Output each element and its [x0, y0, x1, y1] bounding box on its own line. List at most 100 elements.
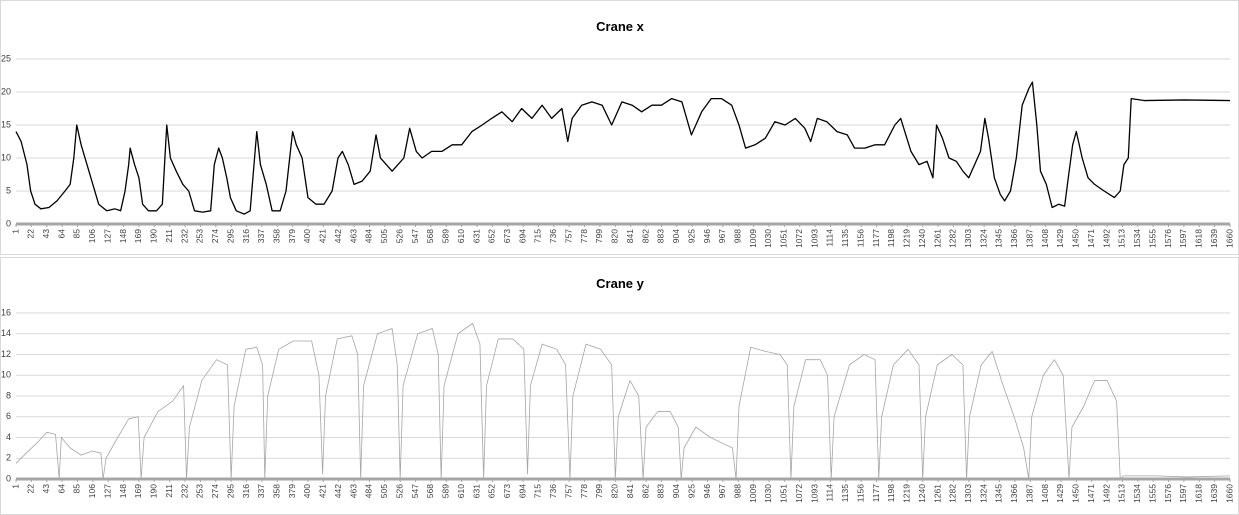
x-tick-label: 673: [502, 484, 512, 498]
x-tick-label: 1114: [825, 229, 835, 247]
x-tick-label: 1492: [1101, 484, 1111, 503]
x-tick-label: 148: [118, 229, 128, 243]
x-tick-label: 1576: [1163, 484, 1173, 503]
x-tick-label: 1324: [978, 229, 988, 248]
x-tick-label: 1009: [748, 229, 758, 248]
y-tick-label: 5: [6, 185, 11, 195]
x-tick-label: 946: [702, 484, 712, 498]
x-tick-label: 1114: [825, 484, 835, 502]
x-tick-label: 421: [318, 229, 328, 243]
x-tick-label: 1198: [886, 229, 896, 248]
x-tick-label: 127: [102, 229, 112, 243]
x-tick-label: 778: [579, 484, 589, 498]
x-tick-label: 1618: [1194, 229, 1204, 248]
x-tick-label: 715: [533, 484, 543, 498]
x-tick-label: 694: [517, 484, 527, 498]
x-tick-label: 232: [179, 229, 189, 243]
x-tick-label: 274: [210, 484, 220, 498]
x-tick-label: 1450: [1071, 229, 1081, 248]
x-tick-label: 1513: [1117, 229, 1127, 248]
y-tick-label: 4: [6, 432, 11, 442]
y-tick-label: 0: [6, 473, 11, 483]
x-tick-label: 295: [225, 229, 235, 243]
x-tick-label: 1597: [1178, 484, 1188, 503]
x-tick-label: 568: [425, 229, 435, 243]
x-tick-label: 64: [56, 229, 66, 239]
x-tick-label: 1576: [1163, 229, 1173, 248]
y-tick-label: 20: [1, 86, 11, 96]
x-tick-label: 568: [425, 484, 435, 498]
x-tick-label: 652: [487, 484, 497, 498]
x-tick-label: 841: [625, 484, 635, 498]
x-tick-label: 484: [364, 484, 374, 498]
x-tick-label: 1534: [1132, 229, 1142, 248]
x-tick-label: 1345: [994, 229, 1004, 248]
x-tick-label: 925: [686, 229, 696, 243]
x-tick-label: 610: [456, 229, 466, 243]
y-tick-label: 16: [1, 307, 11, 317]
x-tick-label: 1429: [1055, 229, 1065, 248]
x-tick-label: 988: [733, 484, 743, 498]
x-tick-label: 1660: [1224, 229, 1234, 248]
x-tick-label: 211: [164, 229, 174, 243]
x-tick-label: 190: [149, 484, 159, 498]
y-tick-label: 8: [6, 390, 11, 400]
x-tick-label: 1303: [963, 484, 973, 503]
x-tick-label: 673: [502, 229, 512, 243]
x-tick-label: 1303: [963, 229, 973, 248]
x-tick-label: 757: [563, 484, 573, 498]
x-tick-label: 1324: [978, 484, 988, 503]
x-tick-label: 526: [394, 229, 404, 243]
x-tick-label: 820: [610, 229, 620, 243]
x-tick-label: 1282: [948, 229, 958, 248]
x-tick-label: 316: [241, 229, 251, 243]
x-tick-label: 1219: [902, 229, 912, 248]
x-tick-label: 190: [149, 229, 159, 243]
y-tick-label: 15: [1, 119, 11, 129]
x-tick-label: 799: [594, 229, 604, 243]
x-tick-label: 1534: [1132, 484, 1142, 503]
x-tick-label: 904: [671, 484, 681, 498]
x-tick-label: 988: [733, 229, 743, 243]
chart-title: Crane y: [596, 276, 644, 291]
chart-title: Crane x: [596, 19, 644, 34]
x-tick-label: 547: [410, 229, 420, 243]
x-tick-label: 1408: [1040, 484, 1050, 503]
chart-panel: [0, 257, 1239, 515]
x-tick-label: 631: [471, 229, 481, 243]
x-tick-label: 757: [563, 229, 573, 243]
x-tick-label: 379: [287, 484, 297, 498]
chart-panel: [0, 0, 1239, 255]
x-tick-label: 1051: [779, 484, 789, 503]
x-tick-label: 211: [164, 484, 174, 498]
x-tick-label: 631: [471, 484, 481, 498]
x-tick-label: 400: [302, 229, 312, 243]
x-tick-label: 22: [26, 229, 36, 239]
x-tick-label: 862: [640, 229, 650, 243]
x-tick-label: 1240: [917, 484, 927, 503]
x-tick-label: 1261: [932, 229, 942, 248]
x-tick-label: 610: [456, 484, 466, 498]
x-tick-label: 1156: [855, 484, 865, 503]
x-tick-label: 64: [56, 484, 66, 494]
data-line: [15, 81, 1231, 215]
x-tick-label: 1072: [794, 484, 804, 503]
x-tick-label: 169: [133, 229, 143, 243]
y-tick-label: 2: [6, 453, 11, 463]
x-tick-label: 883: [656, 484, 666, 498]
x-tick-label: 148: [118, 484, 128, 498]
x-tick-label: 253: [195, 229, 205, 243]
x-tick-label: 316: [241, 484, 251, 498]
x-tick-label: 946: [702, 229, 712, 243]
x-tick-label: 1009: [748, 484, 758, 503]
x-tick-label: 925: [686, 484, 696, 498]
x-tick-label: 1660: [1224, 484, 1234, 503]
x-tick-label: 694: [517, 229, 527, 243]
x-tick-label: 106: [87, 484, 97, 498]
x-tick-label: 337: [256, 484, 266, 498]
x-tick-label: 526: [394, 484, 404, 498]
x-tick-label: 967: [717, 484, 727, 498]
x-tick-label: 106: [87, 229, 97, 243]
